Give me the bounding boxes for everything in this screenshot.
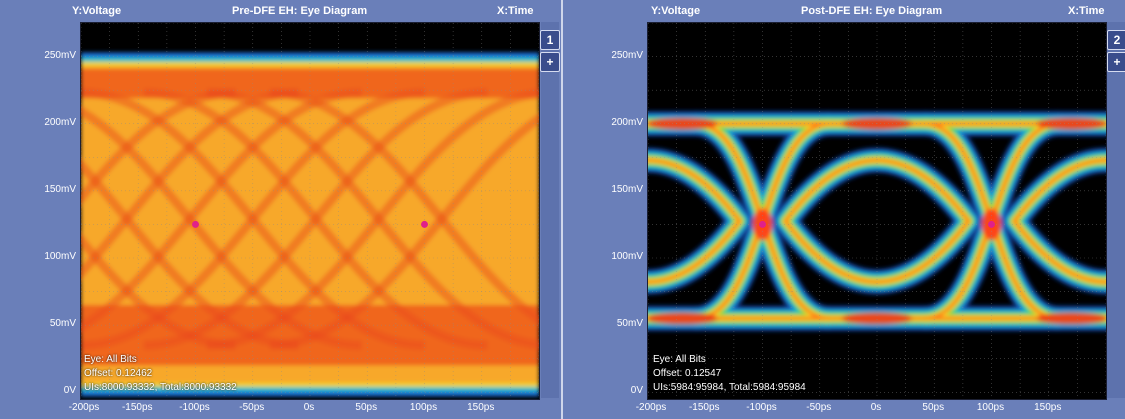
offset-readout: Offset: 0.12462 xyxy=(84,368,153,379)
y-tick-label: 150mV xyxy=(44,183,76,195)
grid-lines xyxy=(81,23,539,399)
y-tick-label: 200mV xyxy=(44,116,76,128)
eye-mode-label: Eye: All Bits xyxy=(84,354,137,365)
eye-diagram-plot[interactable] xyxy=(647,22,1107,400)
pre-dfe-panel: Y:Voltage Pre-DFE EH: Eye Diagram X:Time… xyxy=(0,0,562,419)
y-tick-label: 100mV xyxy=(611,251,643,262)
x-tick-label: -50ps xyxy=(806,402,832,413)
offset-readout: Offset: 0.12547 xyxy=(653,368,722,379)
info-readout: Eye: All Bits Offset: 0.12547 UIs:5984:9… xyxy=(653,353,806,395)
y-tick-label: 50mV xyxy=(616,318,643,330)
crossing-marker[interactable] xyxy=(759,220,766,228)
ui-count-readout: UIs:5984:95984, Total:5984:95984 xyxy=(653,382,806,393)
x-tick-label: -50ps xyxy=(239,402,265,413)
y-tick-label: 0V xyxy=(63,385,76,397)
y-channel-label: Y:Voltage xyxy=(72,5,122,17)
y-tick-label: 150mV xyxy=(611,183,643,195)
x-tick-label: -150ps xyxy=(688,402,720,413)
x-tick-label: 150ps xyxy=(467,402,495,413)
eye-diagram-plot[interactable] xyxy=(80,22,540,400)
x-channel-label: X:Time xyxy=(1068,5,1105,17)
grid-lines xyxy=(648,23,1106,399)
x-tick-label: 150ps xyxy=(1034,402,1062,413)
post-dfe-panel: Y:Voltage Post-DFE EH: Eye Diagram X:Tim… xyxy=(563,0,1125,419)
y-tick-label: 50mV xyxy=(49,318,76,330)
trace-number-badge[interactable]: 2 xyxy=(1107,30,1125,50)
eye-mode-label: Eye: All Bits xyxy=(653,354,706,365)
x-tick-label: 50ps xyxy=(922,402,945,413)
x-tick-label: -200ps xyxy=(68,402,100,413)
side-toolbar xyxy=(1107,22,1125,398)
eye-diagram-svg xyxy=(81,23,539,399)
x-tick-label: -150ps xyxy=(121,402,153,413)
y-tick-label: 0V xyxy=(630,385,643,397)
y-channel-label: Y:Voltage xyxy=(651,5,701,17)
chart-title: Pre-DFE EH: Eye Diagram xyxy=(232,5,368,17)
x-tick-label: 50ps xyxy=(355,402,378,413)
x-tick-label: 0s xyxy=(303,402,315,413)
crossing-marker[interactable] xyxy=(988,220,995,228)
y-tick-label: 100mV xyxy=(44,251,76,262)
crossing-marker[interactable] xyxy=(421,220,428,228)
y-tick-label: 250mV xyxy=(44,49,76,61)
x-tick-label: -100ps xyxy=(746,402,777,413)
panel-divider xyxy=(561,0,563,419)
add-trace-button[interactable]: + xyxy=(540,52,560,72)
x-tick-label: -200ps xyxy=(635,402,667,413)
eye-diagram-svg xyxy=(648,23,1106,399)
x-channel-label: X:Time xyxy=(497,5,534,17)
chart-title: Post-DFE EH: Eye Diagram xyxy=(801,5,943,17)
info-readout: Eye: All Bits Offset: 0.12462 UIs:8000:9… xyxy=(84,353,237,395)
x-tick-label: 100ps xyxy=(976,402,1005,413)
x-tick-label: 100ps xyxy=(409,402,438,413)
eye-density xyxy=(648,110,1106,332)
crossing-marker[interactable] xyxy=(192,220,199,228)
trace-number-badge[interactable]: 1 xyxy=(540,30,560,50)
x-tick-label: 0s xyxy=(870,402,882,413)
y-tick-label: 200mV xyxy=(611,116,643,128)
y-tick-label: 250mV xyxy=(611,49,643,61)
x-tick-label: -100ps xyxy=(179,402,210,413)
side-toolbar xyxy=(541,22,559,398)
ui-count-readout: UIs:8000:93332, Total:8000:93332 xyxy=(84,382,237,393)
add-trace-button[interactable]: + xyxy=(1107,52,1125,72)
